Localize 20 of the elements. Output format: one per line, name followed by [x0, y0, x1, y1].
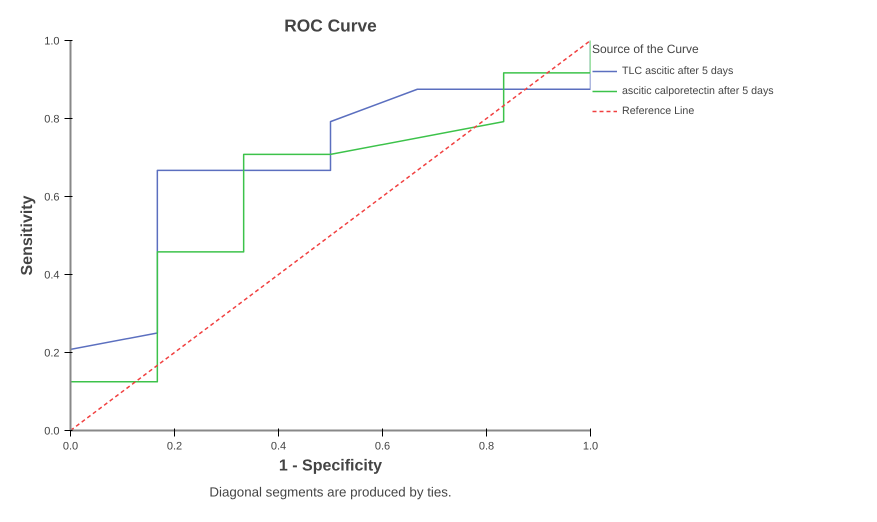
y-tick-label: 0.0: [44, 426, 60, 438]
x-tick-label: 0.4: [270, 440, 286, 452]
y-axis-title: Sensitivity: [19, 195, 36, 276]
x-axis-title: 1 - Specificity: [278, 458, 382, 474]
y-tick-label: 0.8: [44, 114, 60, 126]
y-tick-label: 0.6: [44, 192, 60, 204]
legend-label: ascitic calporetectin after 5 days: [622, 85, 774, 97]
x-tick-label: 0.2: [166, 440, 182, 452]
legend-label: TLC ascitic after 5 days: [622, 65, 734, 77]
x-tick-label: 1.0: [582, 440, 598, 452]
x-tick-label: 0.8: [478, 440, 494, 452]
x-tick-label: 0.6: [374, 440, 390, 452]
y-tick-label: 0.4: [44, 270, 60, 282]
x-tick-label: 0.0: [62, 440, 78, 452]
chart-title: ROC Curve: [284, 16, 378, 36]
legend-title: Source of the Curve: [592, 42, 700, 56]
legend-label: Reference Line: [622, 105, 694, 117]
y-tick-label: 1.0: [44, 36, 60, 48]
text: Diagonal segments are produced by ties.: [209, 484, 452, 500]
y-tick-label: 0.2: [44, 348, 60, 360]
